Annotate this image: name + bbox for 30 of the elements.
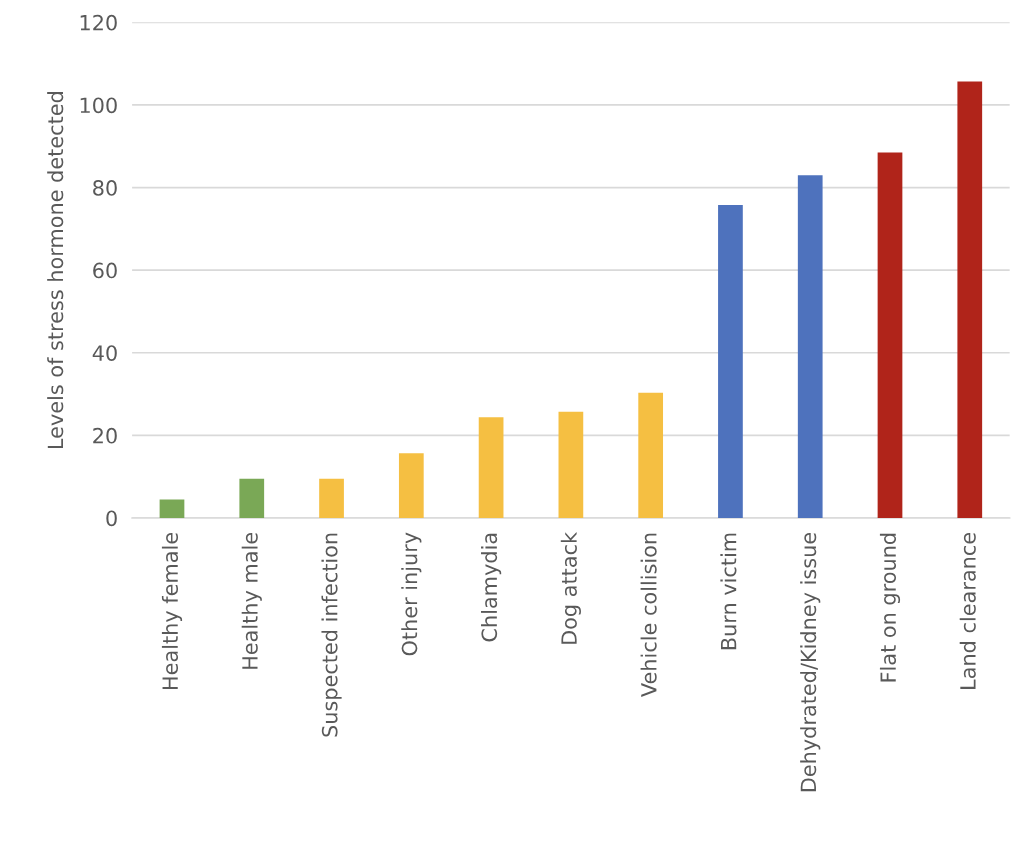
y-tick-label: 40: [92, 345, 117, 361]
bar: [558, 411, 584, 518]
bar: [398, 453, 424, 518]
y-tick-label: 60: [93, 262, 117, 279]
y-tick-label: 0: [106, 510, 117, 527]
bar: [319, 478, 344, 518]
bar: [797, 175, 823, 518]
bar: [638, 392, 664, 518]
x-tick-label: Chlamydia: [481, 533, 502, 642]
x-tick-label: Land clearance: [959, 532, 976, 689]
bar: [718, 204, 743, 518]
x-tick-label: Vehicle collision: [640, 533, 657, 697]
bar: [159, 499, 185, 518]
bar: [877, 152, 903, 518]
x-tick-label: Dog attack: [560, 531, 581, 644]
x-tick-label: Burn victim: [720, 533, 737, 650]
bar: [478, 417, 504, 518]
y-tick-label: 80: [93, 180, 117, 196]
x-tick-label: Other injury: [401, 532, 422, 656]
y-tick-label: 20: [93, 427, 117, 444]
y-tick-label: 100: [80, 97, 117, 114]
bar: [957, 81, 983, 518]
bar: [239, 478, 265, 518]
x-tick-label: Healthy male: [241, 532, 262, 669]
x-tick-label: Flat on ground: [879, 533, 901, 682]
x-tick-label: Healthy female: [161, 532, 183, 689]
x-tick-label: Suspected infection: [321, 533, 342, 737]
y-tick-label: 120: [80, 14, 117, 31]
x-tick-label: Dehydrated/Kidney issue: [800, 532, 821, 792]
y-axis-title: Levels of stress hormone detected: [47, 92, 64, 449]
